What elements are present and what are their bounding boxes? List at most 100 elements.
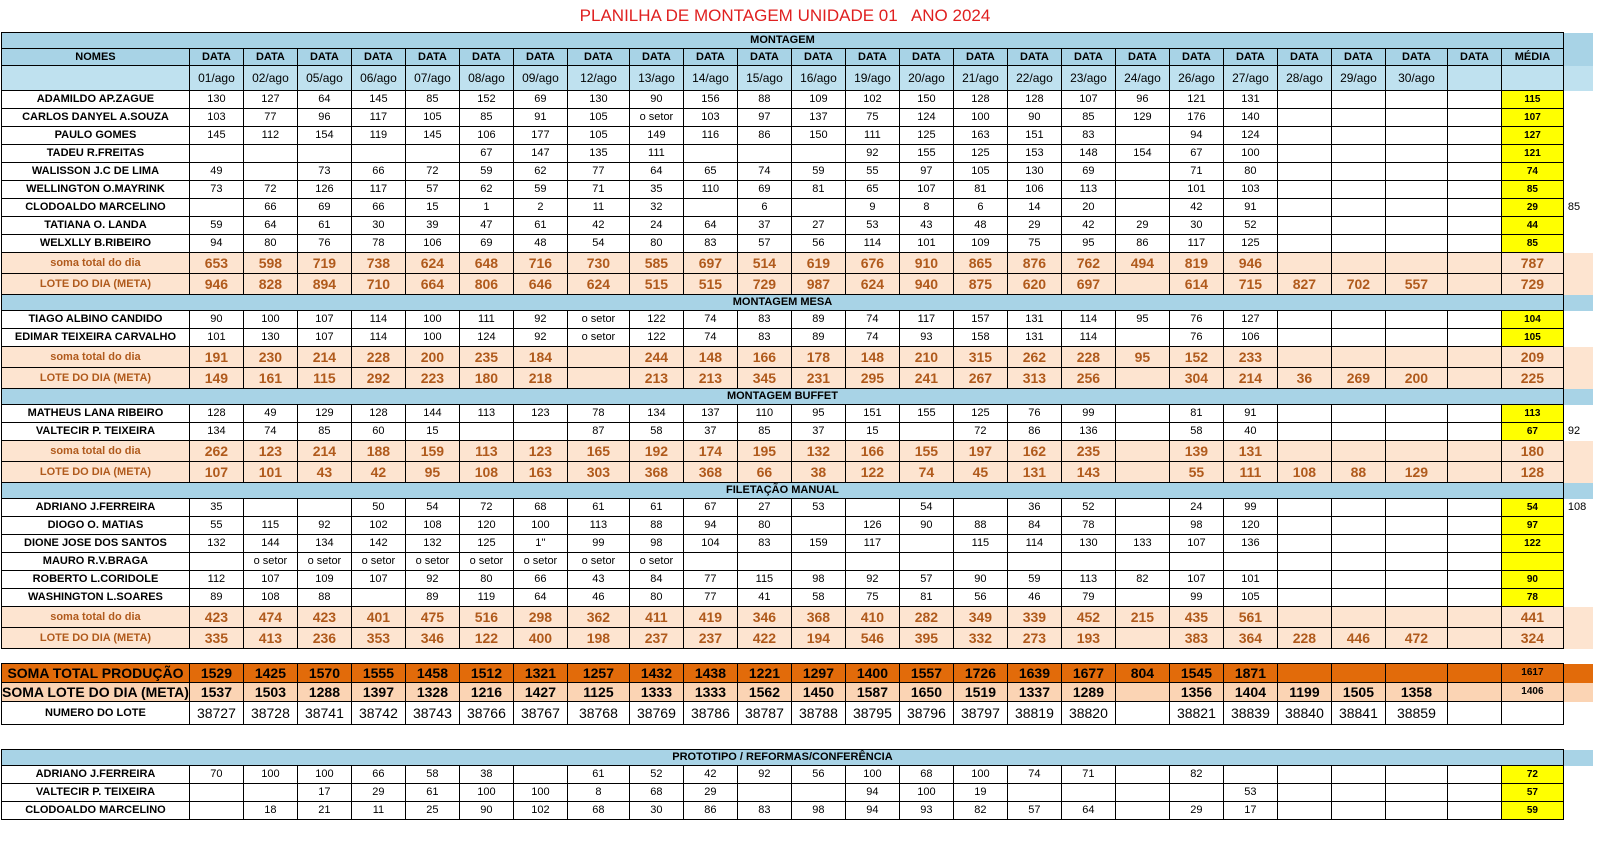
total-cell[interactable]: 411	[628, 606, 684, 628]
value-cell[interactable]: 101	[188, 328, 244, 347]
value-cell[interactable]: 21	[296, 801, 352, 820]
value-cell[interactable]: 61	[404, 783, 460, 802]
value-cell[interactable]	[1384, 108, 1448, 127]
average-cell[interactable]: 122	[1500, 534, 1564, 553]
total-cell[interactable]: 0	[1330, 440, 1386, 462]
value-cell[interactable]: 103	[1222, 180, 1278, 199]
value-cell[interactable]: 30	[628, 801, 684, 820]
value-cell[interactable]: 88	[736, 90, 792, 109]
value-cell[interactable]	[1384, 310, 1448, 329]
total-cell[interactable]: 1199	[1276, 682, 1332, 702]
total-cell[interactable]: 614	[1168, 273, 1224, 295]
lot-number-cell[interactable]: 38841	[1330, 701, 1386, 725]
section-title-cell[interactable]: MONTAGEM BUFFET	[1, 388, 1564, 405]
side-note-cell[interactable]	[1563, 766, 1593, 784]
value-cell[interactable]: 97	[736, 108, 792, 127]
total-cell[interactable]: 1587	[844, 682, 900, 702]
total-cell[interactable]: 368	[790, 606, 846, 628]
total-cell[interactable]: 0	[1384, 346, 1448, 368]
value-cell[interactable]: 107	[296, 328, 352, 347]
employee-name-cell[interactable]: DIOGO O. MATIAS	[1, 516, 190, 535]
value-cell[interactable]: 148	[1060, 144, 1116, 163]
value-cell[interactable]: 130	[566, 90, 630, 109]
value-cell[interactable]	[898, 422, 954, 441]
value-cell[interactable]: 100	[844, 765, 900, 784]
employee-name-cell[interactable]: MAURO R.V.BRAGA	[1, 552, 190, 571]
total-cell[interactable]: 557	[1384, 273, 1448, 295]
value-cell[interactable]: 125	[952, 404, 1008, 423]
total-cell[interactable]: 413	[242, 627, 298, 649]
total-cell[interactable]: 131	[1006, 461, 1062, 483]
value-cell[interactable]: 136	[1060, 422, 1116, 441]
value-cell[interactable]: 113	[458, 404, 514, 423]
blank-cell[interactable]	[1385, 648, 1448, 664]
value-cell[interactable]: 98	[790, 801, 846, 820]
total-cell[interactable]: 1519	[952, 682, 1008, 702]
total-cell[interactable]: 113	[458, 440, 514, 462]
value-cell[interactable]	[512, 765, 568, 784]
value-cell[interactable]: 56	[790, 234, 846, 253]
total-cell[interactable]: 38	[790, 461, 846, 483]
total-cell[interactable]: 475	[404, 606, 460, 628]
average-cell[interactable]: 44	[1500, 216, 1564, 235]
value-cell[interactable]: 59	[458, 162, 514, 181]
total-cell[interactable]: 1512	[458, 663, 514, 683]
value-cell[interactable]	[1330, 180, 1386, 199]
value-cell[interactable]: 32	[628, 198, 684, 217]
value-cell[interactable]: 74	[242, 422, 298, 441]
header-date-cell[interactable]: 29/ago	[1330, 65, 1386, 91]
total-cell[interactable]: 946	[188, 273, 244, 295]
value-cell[interactable]: 133	[1114, 534, 1170, 553]
value-cell[interactable]: 17	[1222, 801, 1278, 820]
value-cell[interactable]: 77	[682, 588, 738, 607]
value-cell[interactable]: 151	[1006, 126, 1062, 145]
total-cell[interactable]: 585	[628, 252, 684, 274]
value-cell[interactable]: 94	[682, 516, 738, 535]
value-cell[interactable]: o setor	[566, 310, 630, 329]
total-cell[interactable]: 43	[296, 461, 352, 483]
blank-cell[interactable]	[459, 648, 514, 664]
value-cell[interactable]: 155	[898, 144, 954, 163]
header-date-cell[interactable]: 16/ago	[790, 65, 846, 91]
value-cell[interactable]: 124	[458, 328, 514, 347]
value-cell[interactable]: 108	[404, 516, 460, 535]
value-cell[interactable]	[1384, 144, 1448, 163]
value-cell[interactable]: 100	[952, 765, 1008, 784]
header-data-cell[interactable]: DATA	[628, 48, 684, 66]
header-data-cell[interactable]: DATA	[1114, 48, 1170, 66]
average-cell[interactable]: 1406	[1500, 682, 1564, 702]
value-cell[interactable]	[1330, 783, 1386, 802]
total-cell[interactable]: 269	[1330, 367, 1386, 389]
total-cell[interactable]: 362	[566, 606, 630, 628]
total-cell[interactable]: 131	[1222, 440, 1278, 462]
total-cell[interactable]: 1404	[1222, 682, 1278, 702]
blank-cell[interactable]	[683, 648, 738, 664]
total-cell[interactable]: 1321	[512, 663, 568, 683]
value-cell[interactable]: 66	[350, 765, 406, 784]
value-cell[interactable]: 100	[512, 516, 568, 535]
value-cell[interactable]	[1222, 765, 1278, 784]
value-cell[interactable]	[1276, 783, 1332, 802]
total-cell[interactable]: 423	[188, 606, 244, 628]
total-cell[interactable]: 715	[1222, 273, 1278, 295]
header-data-cell[interactable]: DATA	[682, 48, 738, 66]
value-cell[interactable]	[844, 552, 900, 571]
lot-number-cell[interactable]: 38769	[628, 701, 684, 725]
value-cell[interactable]: 82	[952, 801, 1008, 820]
total-cell[interactable]: 195	[736, 440, 792, 462]
value-cell[interactable]	[1276, 552, 1332, 571]
value-cell[interactable]: 107	[1060, 90, 1116, 109]
total-cell[interactable]: 619	[790, 252, 846, 274]
value-cell[interactable]	[844, 498, 900, 517]
value-cell[interactable]: 83	[736, 534, 792, 553]
value-cell[interactable]	[1330, 588, 1386, 607]
value-cell[interactable]	[1384, 328, 1448, 347]
total-cell[interactable]: 237	[628, 627, 684, 649]
total-cell[interactable]: 738	[350, 252, 406, 274]
value-cell[interactable]: 116	[682, 126, 738, 145]
total-cell[interactable]: 494	[1114, 252, 1170, 274]
value-cell[interactable]: 150	[898, 90, 954, 109]
value-cell[interactable]: 30	[1168, 216, 1224, 235]
value-cell[interactable]: 145	[350, 90, 406, 109]
lot-number-cell[interactable]: 38727	[188, 701, 244, 725]
